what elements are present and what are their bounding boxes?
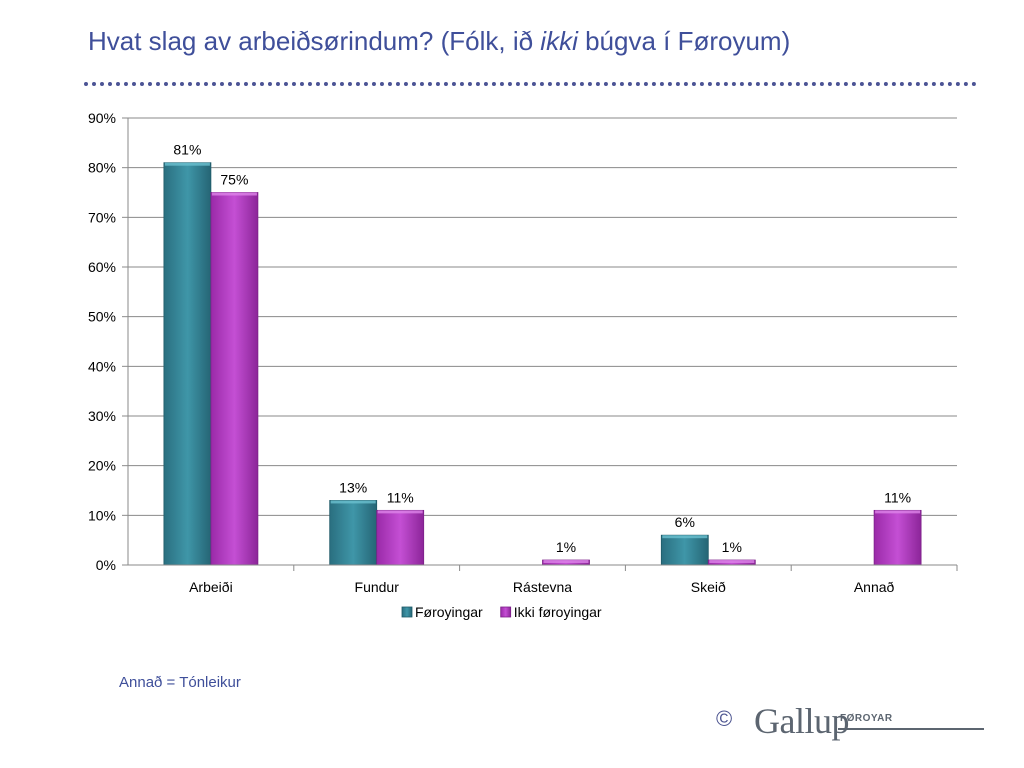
- y-tick-label: 40%: [88, 358, 116, 374]
- y-tick-label: 30%: [88, 408, 116, 424]
- slide-title: Hvat slag av arbeiðsørindum? (Fólk, ið i…: [88, 26, 790, 57]
- copyright-symbol: ©: [716, 706, 733, 731]
- y-tick-label: 50%: [88, 309, 116, 325]
- logo-wordmark: Gallup: [754, 701, 849, 741]
- x-tick-label: Fundur: [355, 579, 400, 595]
- y-tick-label: 80%: [88, 160, 116, 176]
- title-text-italic: ikki: [540, 26, 578, 56]
- legend-swatch: [401, 606, 413, 618]
- data-label: 6%: [675, 514, 695, 530]
- bar-highlight: [377, 510, 423, 514]
- bar-highlight: [662, 535, 708, 539]
- data-label: 75%: [220, 172, 248, 188]
- data-labels: 81% 75% 13% 11% 1% 6% 1% 11%: [173, 142, 911, 555]
- data-label: 1%: [556, 539, 576, 555]
- x-tick-label: Arbeiði: [189, 579, 233, 595]
- bar-foroyingar: [660, 534, 709, 566]
- bar-foroyingar: [329, 500, 378, 566]
- bars: [163, 162, 922, 566]
- footnote: Annað = Tónleikur: [119, 674, 241, 691]
- legend: Føroyingar Ikki føroyingar: [401, 604, 602, 620]
- bar-highlight: [330, 500, 376, 504]
- title-text-before: Hvat slag av arbeiðsørindum? (Fólk, ið: [88, 26, 541, 56]
- logo-subtitle: FØROYAR: [840, 713, 893, 724]
- title-divider: [84, 82, 977, 86]
- bar-ikki-foroyingar: [376, 509, 425, 566]
- title-text-after: búgva í Føroyum): [577, 26, 791, 56]
- data-label: 13%: [339, 479, 367, 495]
- bar-ikki-foroyingar: [210, 192, 259, 566]
- logo-underline: [838, 728, 984, 730]
- y-tick-label: 70%: [88, 209, 116, 225]
- bar-highlight: [211, 192, 257, 196]
- y-tick-label: 0%: [96, 557, 116, 573]
- data-label: 1%: [722, 539, 742, 555]
- legend-label: Ikki føroyingar: [514, 604, 602, 620]
- axes: 0% 10% 20% 30% 40% 50% 60% 70% 80% 90% Arbeiði Fund…: [88, 110, 958, 595]
- y-tick-label: 60%: [88, 259, 116, 275]
- y-tick-label: 10%: [88, 507, 116, 523]
- bar-ikki-foroyingar: [873, 509, 922, 566]
- gallup-logo: © Gallup FØROYAR: [716, 700, 988, 748]
- y-tick-label: 20%: [88, 458, 116, 474]
- data-label: 11%: [884, 489, 911, 505]
- legend-label: Føroyingar: [415, 604, 483, 620]
- data-label: 81%: [173, 142, 201, 158]
- legend-swatch: [500, 606, 512, 618]
- x-tick-label: Rástevna: [513, 579, 572, 595]
- bar-highlight: [543, 560, 589, 564]
- bar-highlight: [875, 510, 921, 514]
- y-tick-label: 90%: [88, 110, 116, 126]
- bar-foroyingar: [163, 162, 212, 566]
- x-tick-label: Annað: [854, 579, 895, 595]
- data-label: 11%: [387, 489, 414, 505]
- bar-highlight: [709, 560, 755, 564]
- x-tick-label: Skeið: [691, 579, 726, 595]
- bar-highlight: [164, 162, 210, 166]
